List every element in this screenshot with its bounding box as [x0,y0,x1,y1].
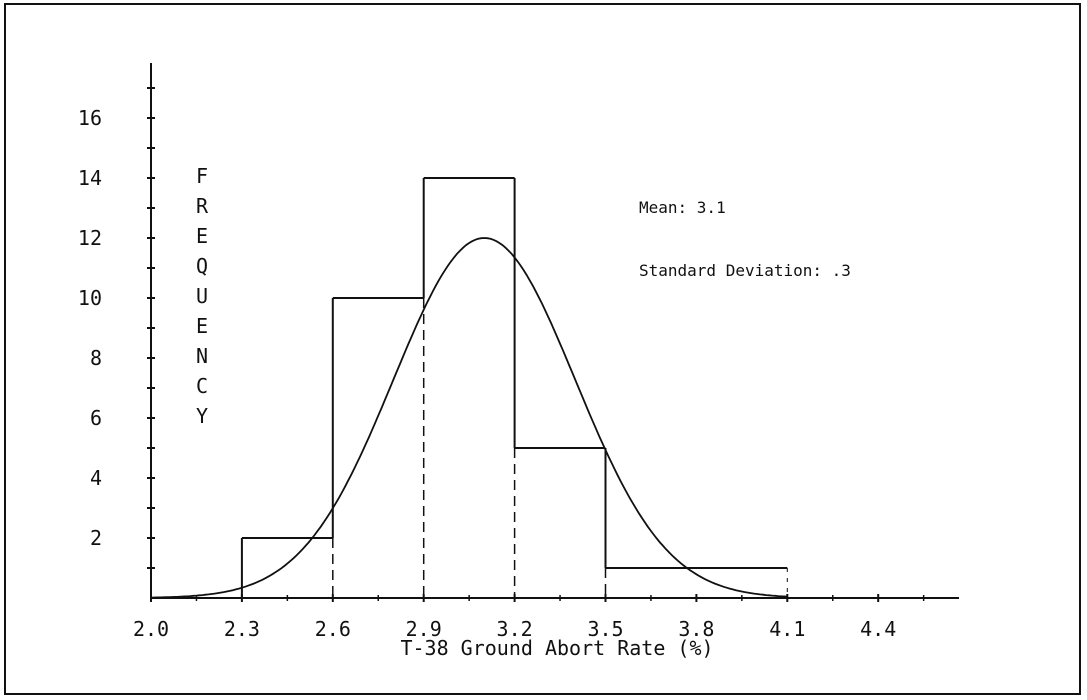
x-tick-label: 4.4 [860,617,896,641]
chart-frame: 2 4 6 8 10 12 14 16 2.0 2.3 2.6 2.9 3.2 3.5 3.8 4.1 4.4… [4,3,1081,695]
y-axis-label-letter: U [196,284,208,308]
y-axis-label-letter: C [196,374,208,398]
y-axis-label-letter: N [196,344,208,368]
y-axis-label-letter: Y [196,404,208,428]
y-tick-label: 6 [90,406,102,430]
y-axis-label-letter: F [196,164,208,188]
mean-annotation: Mean: 3.1 [639,198,726,217]
y-tick-label: 16 [78,106,102,130]
y-axis-label-letter: E [196,314,208,338]
y-tick-label: 4 [90,466,102,490]
x-tick-label: 3.8 [678,617,714,641]
y-tick-label: 14 [78,166,102,190]
x-tick-label: 3.5 [587,617,623,641]
y-axis-label-letter: R [196,194,209,218]
x-tick-label: 3.2 [497,617,533,641]
y-tick-label: 8 [90,346,102,370]
x-tick-label: 2.6 [315,617,351,641]
normal-curve-group [150,237,788,599]
std-dev-annotation: Standard Deviation: .3 [639,261,851,280]
y-tick-label: 2 [90,526,102,550]
x-tick-label: 2.3 [224,617,260,641]
x-tick-label: 4.1 [769,617,805,641]
x-tick-label: 2.9 [406,617,442,641]
y-axis-label-letter: Q [196,254,208,278]
y-tick-label: 12 [78,226,102,250]
x-tick-label: 2.0 [133,617,169,641]
histogram-bars [240,177,788,598]
normal-curve [150,237,788,599]
y-tick-label: 10 [78,286,102,310]
y-axis-ticks: 2 4 6 8 10 12 14 16 [78,87,155,569]
chart-border [4,3,1081,695]
x-axis-ticks: 2.0 2.3 2.6 2.9 3.2 3.5 3.8 4.1 4.4 [133,594,925,641]
y-axis-label-letter: E [196,224,208,248]
histogram-chart: 2 4 6 8 10 12 14 16 2.0 2.3 2.6 2.9 3.2 3.5 3.8 4.1 4.4… [4,3,1081,695]
x-axis-label: T-38 Ground Abort Rate (%) [400,636,713,660]
